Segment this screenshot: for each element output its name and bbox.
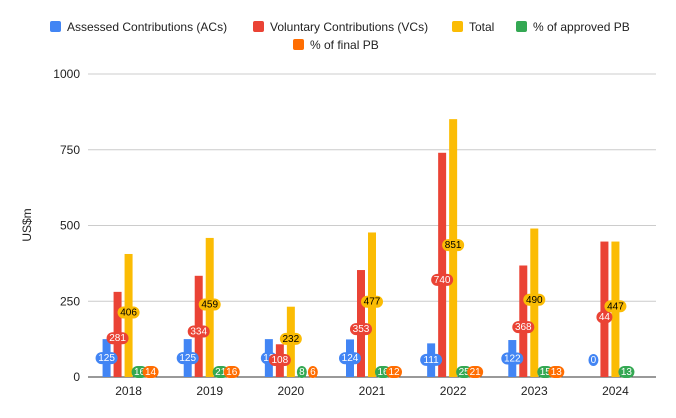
legend-label: Assessed Contributions (ACs) [67,20,227,34]
data-label: 459 [201,299,218,310]
legend-label: % of approved PB [533,20,630,34]
data-label-bg [361,295,383,308]
data-label: 406 [120,307,137,318]
data-label-bg [501,352,524,365]
x-tick-label: 2021 [359,384,386,398]
y-tick-label: 750 [60,143,80,157]
legend-swatch [50,21,61,32]
legend-item: % of approved PB [516,20,630,34]
y-tick-label: 250 [60,294,80,308]
data-label: 125 [179,353,196,364]
data-label-bg [307,366,318,378]
data-label-bg [198,298,221,311]
data-label-bg [279,332,302,345]
data-label-bg [223,366,240,378]
y-axis: 0 250 500 750 1000 [53,67,80,384]
legend-swatch [452,21,463,32]
legend-item: Total [452,20,494,34]
y-tick-label: 500 [60,219,80,233]
data-label: 490 [526,295,543,306]
data-label-bg [95,352,118,365]
x-axis: 2018 2019 2020 2021 2022 2023 2024 [115,384,629,398]
data-label: 13 [551,367,563,378]
data-label: 111 [424,355,440,366]
data-label-bg [187,325,210,338]
data-label-bg [618,366,635,378]
bars [102,119,631,377]
data-label-bg [386,366,402,378]
data-label: 232 [283,334,300,345]
data-label: 851 [445,240,462,251]
data-label-bg [106,332,129,345]
data-label: 477 [364,297,381,308]
legend-swatch [516,21,527,32]
data-label: 334 [190,326,207,337]
data-label: 6 [310,367,316,378]
legend-swatch [293,39,304,50]
data-label: 0 [591,355,597,366]
data-label: 8 [299,367,305,378]
data-label: 447 [607,301,624,312]
data-label-bg [596,311,613,324]
legend-label: Voluntary Contributions (VCs) [270,20,428,34]
data-label: 12 [388,367,400,378]
data-label: 281 [109,333,126,344]
data-label-bg [548,366,565,378]
data-label: 353 [353,324,370,335]
data-label: 108 [272,355,289,366]
data-label: 21 [470,367,482,378]
data-label: 14 [145,367,157,378]
y-tick-label: 1000 [53,67,80,81]
data-label: 740 [434,275,451,286]
legend-label: Total [469,20,494,34]
bar [438,152,447,377]
data-label: 16 [226,367,238,378]
data-label-bg [117,306,140,319]
data-label-bg [512,321,535,334]
data-label-bg [523,293,546,306]
legend-item: Voluntary Contributions (VCs) [253,20,428,34]
data-label-bg [442,239,465,252]
legend-label: % of final PB [310,38,379,52]
x-tick-label: 2018 [115,384,142,398]
data-label: 13 [621,367,633,378]
data-label: 16 [377,367,389,378]
y-axis-title: US$m [20,208,34,241]
data-label-bg [588,354,599,366]
data-label: 125 [98,353,115,364]
x-tick-label: 2023 [521,384,548,398]
data-label: 368 [515,322,532,333]
data-label: 44 [599,312,611,323]
x-tick-label: 2024 [602,384,629,398]
data-label: 25 [459,367,471,378]
data-label: 16 [134,367,146,378]
data-label-bg [296,366,307,378]
data-label-bg [467,366,484,378]
data-label: 21 [215,367,227,378]
data-label-bg [420,353,443,366]
data-label-bg [176,352,199,365]
x-tick-label: 2020 [278,384,305,398]
data-label-bg [350,323,372,336]
legend-item: Assessed Contributions (ACs) [50,20,227,34]
y-tick-label: 0 [73,370,80,384]
bar [600,241,609,377]
legend-swatch [253,21,264,32]
legend: Assessed Contributions (ACs) Voluntary Co… [50,20,630,52]
data-label: 15 [540,367,552,378]
data-label-bg [142,366,159,378]
legend-item: % of final PB [293,38,379,52]
data-label-bg [431,273,454,286]
data-label-bg [268,354,291,366]
x-tick-label: 2022 [440,384,467,398]
data-label-bg [339,352,361,365]
data-label-bg [604,300,627,313]
data-label: 122 [504,353,521,364]
x-tick-label: 2019 [196,384,223,398]
data-label: 124 [342,353,359,364]
